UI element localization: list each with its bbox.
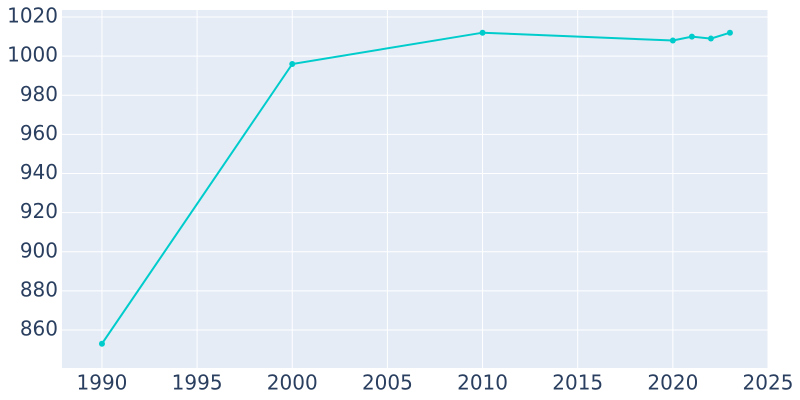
x-tick-label: 2000	[267, 371, 318, 395]
point	[289, 60, 296, 67]
y-tick-label: 1020	[7, 4, 58, 28]
point	[707, 35, 714, 42]
point	[688, 33, 695, 40]
x-tick-label: 2020	[647, 371, 698, 395]
x-tick-label: 2015	[552, 371, 603, 395]
y-tick-label: 880	[20, 277, 58, 301]
x-tick-label: 2025	[743, 371, 794, 395]
y-tick-label: 980	[20, 82, 58, 106]
point	[669, 37, 676, 44]
x-tick-label: 1995	[172, 371, 223, 395]
point	[726, 29, 733, 36]
y-tick-label: 940	[20, 160, 58, 184]
x-tick-label: 1990	[77, 371, 128, 395]
y-tick-label: 1000	[7, 43, 58, 67]
y-tick-label: 860	[20, 317, 58, 341]
x-tick-label: 2010	[457, 371, 508, 395]
point	[98, 340, 105, 347]
y-tick-label: 900	[20, 238, 58, 262]
point	[479, 29, 486, 36]
y-tick-label: 960	[20, 121, 58, 145]
y-tick-label: 920	[20, 199, 58, 223]
x-tick-label: 2005	[362, 371, 413, 395]
plot-area	[62, 10, 768, 368]
